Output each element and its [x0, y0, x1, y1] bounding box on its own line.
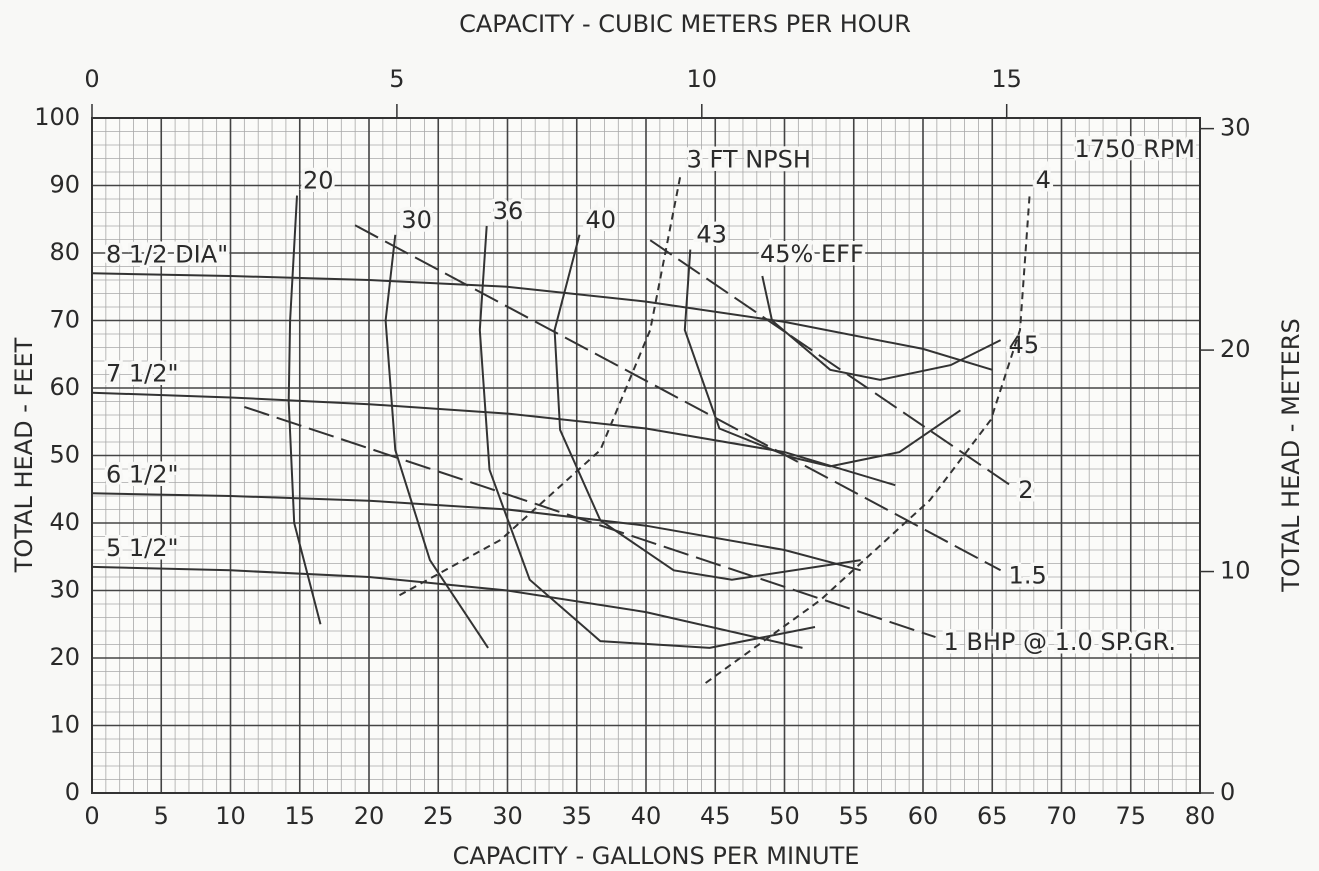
y2-axis-title: TOTAL HEAD - METERS	[1277, 318, 1305, 592]
curve	[761, 275, 1002, 381]
y-axis-title: TOTAL HEAD - FEET	[10, 337, 38, 573]
curve	[553, 234, 861, 581]
curve	[91, 272, 993, 371]
x2-tick-label: 5	[389, 65, 404, 93]
curve-label: 6 1/2"	[106, 460, 179, 488]
curve-label: 3 FT NPSH	[687, 146, 811, 174]
curve-label: 2	[1018, 476, 1033, 504]
curve	[91, 492, 861, 572]
x-tick-label: 20	[354, 802, 385, 830]
curve	[244, 405, 936, 639]
x-axis-title: CAPACITY - GALLONS PER MINUTE	[453, 842, 860, 870]
y2-tick-label: 20	[1220, 335, 1251, 363]
curve-label: 20	[303, 167, 334, 195]
x-tick-label: 55	[838, 802, 869, 830]
curve-label: 1.5	[1009, 561, 1047, 589]
x-tick-label: 0	[84, 802, 99, 830]
x-tick-label: 15	[284, 802, 315, 830]
y2-tick-label: 10	[1220, 557, 1251, 585]
plot-border	[91, 117, 1201, 794]
y-tick-label: 100	[34, 103, 80, 131]
x-tick-label: 25	[423, 802, 454, 830]
curve-label: 8 1/2 DIA"	[106, 240, 228, 268]
curve	[478, 225, 816, 649]
curve-label: 40	[586, 206, 617, 234]
y-tick-label: 20	[49, 643, 80, 671]
x2-axis-title: CAPACITY - CUBIC METERS PER HOUR	[459, 10, 911, 38]
curve	[384, 234, 489, 649]
curve	[354, 224, 1002, 572]
y-tick-label: 30	[49, 576, 80, 604]
x-tick-label: 65	[977, 802, 1008, 830]
x-tick-label: 60	[908, 802, 939, 830]
y-tick-label: 50	[49, 441, 80, 469]
y-tick-label: 10	[49, 711, 80, 739]
x-tick-label: 75	[1115, 802, 1146, 830]
y-tick-label: 80	[49, 238, 80, 266]
curve-label: 5 1/2"	[106, 534, 179, 562]
x-tick-label: 35	[561, 802, 592, 830]
curve-label: 4	[1036, 166, 1051, 194]
curve	[705, 194, 1031, 684]
x-tick-label: 10	[215, 802, 246, 830]
curve-label: 30	[401, 206, 432, 234]
x-tick-label: 40	[631, 802, 662, 830]
x2-tick-label: 15	[991, 65, 1022, 93]
x2-tick-label: 10	[687, 65, 718, 93]
curve	[91, 391, 896, 487]
curve	[649, 239, 1011, 487]
curve-label: 43	[696, 221, 727, 249]
curve	[399, 174, 682, 597]
annotation: 45% EFF	[760, 240, 864, 268]
curve-label: 7 1/2"	[106, 360, 179, 388]
x-tick-label: 50	[769, 802, 800, 830]
x-tick-label: 45	[700, 802, 731, 830]
curve-label: 45	[1009, 331, 1040, 359]
y2-tick-label: 30	[1220, 114, 1251, 142]
x-tick-label: 70	[1046, 802, 1077, 830]
curve	[91, 565, 803, 649]
y2-tick-label: 0	[1220, 778, 1235, 806]
annotation: 1750 RPM	[1074, 135, 1195, 163]
x-tick-label: 5	[154, 802, 169, 830]
y-tick-label: 40	[49, 508, 80, 536]
x2-tick-label: 0	[84, 65, 99, 93]
x-tick-label: 80	[1185, 802, 1216, 830]
curve	[287, 195, 322, 625]
y-tick-label: 70	[49, 306, 80, 334]
y-tick-label: 60	[49, 373, 80, 401]
curve-label: 36	[493, 197, 524, 225]
y-tick-label: 90	[49, 171, 80, 199]
y-tick-label: 0	[65, 778, 80, 806]
x-tick-label: 30	[492, 802, 523, 830]
curve-label: 1 BHP @ 1.0 SP.GR.	[943, 628, 1176, 656]
